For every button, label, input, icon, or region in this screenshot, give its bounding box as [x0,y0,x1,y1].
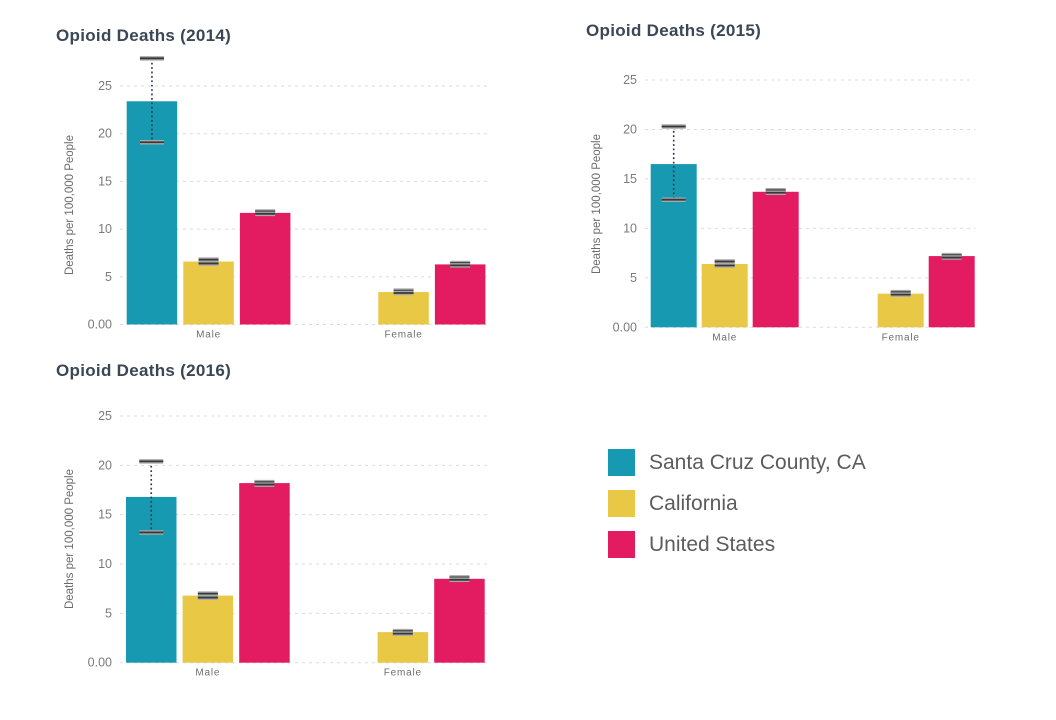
bar-female-united-states [928,256,975,328]
bar-male-united-states [752,191,799,328]
bar-male-california [701,263,748,328]
bar-female-california [377,632,429,663]
y-tick-label: 0.00 [613,320,637,334]
y-tick-label: 25 [623,73,637,87]
legend-item-united-states: United States [608,531,866,558]
x-category-label: Female [384,330,422,341]
chart-title-2015: Opioid Deaths (2015) [586,21,762,40]
y-tick-label: 10 [98,222,112,236]
chart-title-2014: Opioid Deaths (2014) [56,26,232,45]
x-category-label: Female [384,668,422,679]
bar-male-united-states [239,483,290,663]
bar-female-united-states [434,264,486,325]
bar-male-united-states [239,212,291,325]
legend-swatch-united-states [608,531,635,558]
y-tick-label: 5 [630,271,637,285]
y-tick-label: 0.00 [88,318,112,332]
y-tick-label: 25 [98,79,112,93]
bar-male-santa-cruz-county-ca [650,164,697,328]
legend-label-california: California [649,491,738,515]
y-tick-label: 15 [98,174,112,188]
y-tick-label: 5 [105,270,112,284]
y-tick-label: 25 [98,409,112,423]
chart-opioid-deaths-2015: Opioid Deaths (2015) Deaths per 100,000 … [570,15,1040,347]
bar-female-california [378,292,429,325]
y-tick-label: 20 [98,458,112,472]
x-category-label: Male [196,330,221,341]
chart-opioid-deaths-2014: Opioid Deaths (2014) Deaths per 100,000 … [40,20,540,352]
bar-female-united-states [434,578,485,663]
legend-label-santa-cruz: Santa Cruz County, CA [649,450,866,474]
y-tick-label: 5 [105,606,112,620]
legend-swatch-california [608,490,635,517]
chart-opioid-deaths-2016: Opioid Deaths (2016) Deaths per 100,000 … [40,355,540,682]
legend-swatch-santa-cruz [608,449,635,476]
legend-label-united-states: United States [649,532,776,556]
y-tick-label: 0.00 [88,656,112,670]
y-tick-label: 10 [623,221,637,235]
plot-area-2014: 0.00 5 10 15 20 25 Male Female [88,56,488,341]
y-tick-label: 15 [98,508,112,522]
x-category-label: Male [712,332,737,343]
plot-area-2016: 0.00 5 10 15 20 25 Male Female [88,409,488,679]
bar-female-california [877,293,924,328]
x-category-label: Male [195,668,220,679]
legend: Santa Cruz County, CA California United … [608,449,866,572]
plot-area-2015: 0.00 5 10 15 20 25 Male Female [613,73,975,343]
legend-item-santa-cruz: Santa Cruz County, CA [608,449,866,476]
y-tick-label: 20 [623,122,637,136]
bar-male-california [182,595,234,663]
x-category-label: Female [882,332,920,343]
bar-male-california [183,261,234,325]
chart-title-2016: Opioid Deaths (2016) [56,361,232,380]
bar-male-santa-cruz-county-ca [126,496,177,663]
legend-item-california: California [608,490,866,517]
y-tick-label: 15 [623,172,637,186]
y-tick-label: 20 [98,127,112,141]
y-tick-label: 10 [98,557,112,571]
